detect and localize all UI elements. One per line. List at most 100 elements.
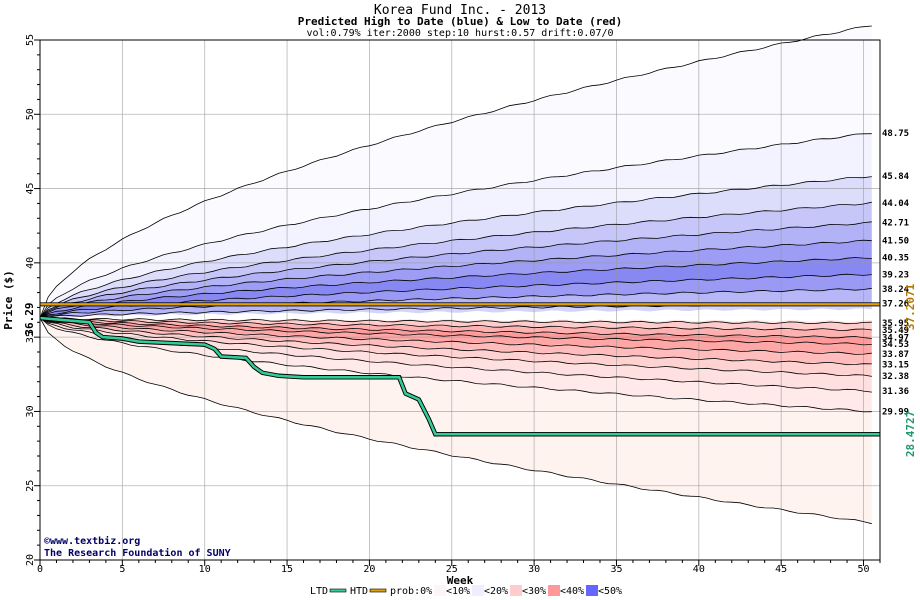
high-band (40, 221, 872, 318)
high-band (40, 202, 872, 318)
low-contour (39, 317, 872, 346)
legend-swatch (472, 585, 484, 596)
legend-swatch (369, 588, 387, 593)
low-band (40, 318, 872, 365)
band-end-label: 35.95 (882, 319, 909, 329)
band-end-label: 29.99 (882, 408, 909, 418)
x-tick-label: 50 (858, 564, 870, 575)
legend-label: LTD (310, 586, 328, 597)
band-end-label: 41.50 (882, 237, 909, 247)
chart-params: vol:0.79% iter:2000 step:10 hurst:0.57 d… (306, 28, 613, 39)
band-end-label: 38.24 (882, 285, 910, 295)
x-tick-label: 45 (775, 564, 787, 575)
legend-swatch (586, 585, 598, 596)
outer-low-band (40, 318, 872, 524)
y-tick-label: 25 (25, 480, 36, 492)
high-contour (39, 133, 872, 319)
band-end-label: 48.75 (882, 129, 909, 139)
band-end-label: 37.26 (882, 300, 909, 310)
x-tick-label: 5 (119, 564, 125, 575)
legend-swatch (510, 585, 522, 596)
x-tick-label: 25 (446, 564, 458, 575)
legend-label: <40% (560, 586, 584, 597)
chart-subtitle: Predicted High to Date (blue) & Low to D… (298, 15, 623, 28)
high-band (40, 240, 872, 318)
band-end-label: 44.04 (882, 199, 910, 209)
outer-low-line (39, 317, 872, 525)
outer-high-band (40, 26, 872, 318)
low-contour (39, 317, 872, 355)
low-contour (39, 317, 872, 366)
y-tick-label: 45 (25, 183, 36, 195)
legend-swatch (434, 585, 446, 596)
axes: 0 5 10 15 20 25 30 35 40 45 50 20 25 30 35 40 45 50 55 (25, 34, 881, 575)
low-band (40, 318, 872, 339)
low-band (40, 317, 872, 331)
high-contour (39, 221, 872, 319)
band-end-label: 35.49 (882, 326, 909, 336)
low-band (40, 318, 872, 392)
y-tick-label: 55 (25, 34, 36, 46)
legend-label: prob:0% (390, 586, 432, 597)
x-axis-label: Week (447, 574, 474, 587)
low-band (40, 318, 872, 412)
x-tick-label: 15 (281, 564, 293, 575)
y-tick-label: 40 (25, 257, 36, 269)
ltd-line (39, 316, 880, 436)
band-end-label: 33.15 (882, 361, 909, 371)
x-tick-label: 30 (528, 564, 540, 575)
low-band (40, 317, 872, 324)
legend-label: <20% (484, 586, 508, 597)
y-tick-label: 20 (25, 554, 36, 566)
high-band (40, 176, 872, 318)
legend-label: <30% (522, 586, 546, 597)
high-contour (39, 287, 872, 319)
credit-org: The Research Foundation of SUNY (44, 547, 231, 559)
legend-label: <10% (446, 586, 470, 597)
x-tick-label: 35 (610, 564, 622, 575)
low-band (40, 318, 872, 355)
high-contour (39, 201, 872, 319)
start-price-label: 36.29 (23, 302, 36, 335)
low-contour (39, 317, 872, 377)
y-tick-label: 35 (25, 331, 36, 343)
high-contour (39, 257, 872, 319)
high-band (40, 302, 872, 318)
chart-title: Korea Fund Inc. - 2013 (374, 3, 546, 18)
y-tick-label: 50 (25, 108, 36, 120)
series-lines (39, 25, 880, 525)
low-contour (39, 317, 872, 325)
high-contour (39, 239, 872, 319)
plot-area (40, 26, 880, 560)
low-band (40, 318, 872, 377)
band-end-label: 31.36 (882, 387, 909, 397)
low-contour (39, 317, 872, 339)
high-band (40, 274, 872, 318)
legend-label: <50% (598, 586, 622, 597)
band-end-label: 45.84 (882, 172, 910, 182)
low-contour (39, 317, 872, 413)
band-labels: 48.75 45.84 44.04 42.71 41.50 40.35 39.23 38.24… (882, 129, 910, 418)
y-tick-label: 30 (25, 405, 36, 417)
band-end-label: 40.35 (882, 254, 909, 264)
high-contour (39, 176, 872, 319)
band-end-label: 34.97 (882, 334, 909, 344)
band-end-label: 32.38 (882, 372, 909, 382)
x-tick-label: 20 (363, 564, 375, 575)
low-contour (39, 317, 872, 331)
legend-swatch (548, 585, 560, 596)
prob-line-label: 37.2071 (904, 283, 917, 330)
x-tick-label: 40 (693, 564, 705, 575)
legend: LTD HTD prob:0% <10% <20% <30% <40% <50% (310, 585, 622, 597)
legend-label: HTD (350, 586, 368, 597)
high-band (40, 133, 872, 318)
y-axis-label: Price ($) (2, 270, 15, 330)
outer-high-line (39, 25, 872, 319)
x-tick-label: 10 (199, 564, 211, 575)
ltd-end-label: 28.4727 (904, 411, 917, 457)
band-end-label: 33.87 (882, 350, 909, 360)
band-end-label: 34.53 (882, 340, 909, 350)
band-end-label: 39.23 (882, 270, 909, 280)
band-end-label: 42.71 (882, 219, 909, 229)
